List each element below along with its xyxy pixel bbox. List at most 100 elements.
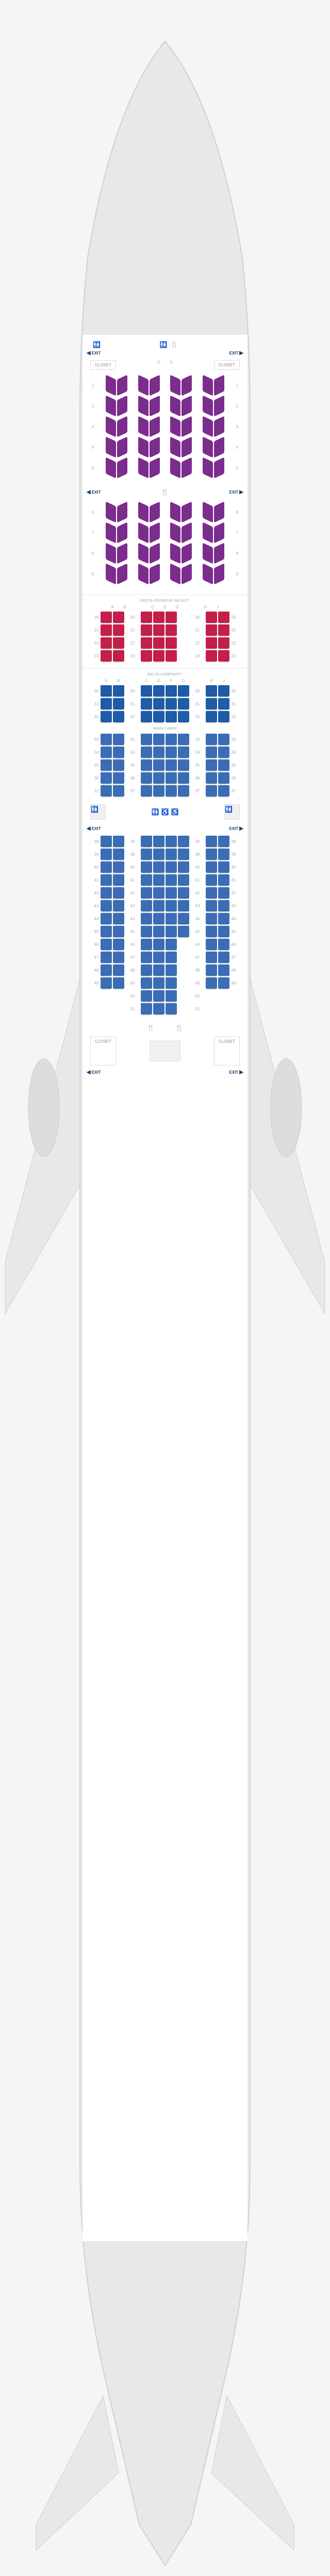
seat[interactable]: [113, 685, 124, 697]
seat[interactable]: [117, 395, 127, 416]
seat[interactable]: [153, 624, 164, 636]
seat[interactable]: [153, 759, 164, 771]
seat[interactable]: [170, 563, 180, 584]
seat[interactable]: [182, 501, 192, 522]
seat[interactable]: [113, 624, 124, 636]
seat[interactable]: [170, 522, 180, 543]
seat[interactable]: [113, 900, 124, 911]
seat[interactable]: [101, 612, 112, 623]
seat[interactable]: [166, 913, 177, 924]
seat[interactable]: [166, 990, 177, 1002]
seat[interactable]: [113, 747, 124, 758]
seat[interactable]: [214, 563, 224, 584]
seat[interactable]: [138, 375, 148, 396]
seat[interactable]: [153, 785, 164, 796]
seat[interactable]: [117, 501, 127, 522]
seat[interactable]: [206, 836, 217, 847]
seat[interactable]: [218, 939, 229, 950]
seat[interactable]: [166, 711, 177, 722]
seat[interactable]: [214, 375, 224, 396]
seat[interactable]: [203, 563, 213, 584]
seat[interactable]: [166, 900, 177, 911]
seat[interactable]: [141, 964, 152, 976]
seat[interactable]: [150, 522, 160, 543]
seat[interactable]: [170, 375, 180, 396]
seat[interactable]: [206, 939, 217, 950]
seat[interactable]: [203, 522, 213, 543]
seat[interactable]: [178, 785, 189, 796]
seat[interactable]: [153, 836, 164, 847]
seat[interactable]: [113, 913, 124, 924]
seat[interactable]: [178, 836, 189, 847]
seat[interactable]: [206, 624, 217, 636]
seat[interactable]: [218, 650, 229, 662]
seat[interactable]: [218, 836, 229, 847]
seat[interactable]: [206, 874, 217, 886]
seat[interactable]: [106, 501, 116, 522]
seat[interactable]: [166, 952, 177, 963]
seat[interactable]: [178, 887, 189, 899]
seat[interactable]: [113, 650, 124, 662]
seat[interactable]: [182, 395, 192, 416]
seat[interactable]: [141, 650, 152, 662]
seat[interactable]: [182, 457, 192, 478]
seat[interactable]: [106, 543, 116, 564]
seat[interactable]: [214, 543, 224, 564]
seat[interactable]: [182, 563, 192, 584]
seat[interactable]: [206, 759, 217, 771]
seat[interactable]: [101, 759, 112, 771]
seat[interactable]: [101, 964, 112, 976]
seat[interactable]: [153, 990, 164, 1002]
seat[interactable]: [101, 650, 112, 662]
seat[interactable]: [182, 543, 192, 564]
seat[interactable]: [141, 772, 152, 784]
seat[interactable]: [206, 612, 217, 623]
seat[interactable]: [218, 887, 229, 899]
seat[interactable]: [141, 887, 152, 899]
seat[interactable]: [166, 887, 177, 899]
seat[interactable]: [218, 759, 229, 771]
seat[interactable]: [166, 849, 177, 860]
seat[interactable]: [101, 772, 112, 784]
seat[interactable]: [214, 522, 224, 543]
seat[interactable]: [141, 637, 152, 649]
seat[interactable]: [141, 913, 152, 924]
seat[interactable]: [113, 698, 124, 709]
seat[interactable]: [150, 457, 160, 478]
seat[interactable]: [218, 926, 229, 937]
seat[interactable]: [113, 977, 124, 989]
seat[interactable]: [203, 543, 213, 564]
seat[interactable]: [214, 457, 224, 478]
seat[interactable]: [153, 887, 164, 899]
seat[interactable]: [117, 436, 127, 457]
seat[interactable]: [101, 637, 112, 649]
seat[interactable]: [178, 861, 189, 873]
seat[interactable]: [203, 375, 213, 396]
seat[interactable]: [113, 926, 124, 937]
seat[interactable]: [101, 734, 112, 745]
seat[interactable]: [153, 900, 164, 911]
seat[interactable]: [206, 913, 217, 924]
seat[interactable]: [150, 395, 160, 416]
seat[interactable]: [101, 900, 112, 911]
seat[interactable]: [178, 926, 189, 937]
seat[interactable]: [206, 861, 217, 873]
seat[interactable]: [153, 772, 164, 784]
seat[interactable]: [138, 416, 148, 437]
seat[interactable]: [170, 457, 180, 478]
seat[interactable]: [206, 952, 217, 963]
seat[interactable]: [117, 543, 127, 564]
seat[interactable]: [218, 964, 229, 976]
seat[interactable]: [138, 436, 148, 457]
seat[interactable]: [206, 711, 217, 722]
seat[interactable]: [178, 747, 189, 758]
seat[interactable]: [218, 900, 229, 911]
seat[interactable]: [218, 698, 229, 709]
seat[interactable]: [141, 624, 152, 636]
seat[interactable]: [178, 900, 189, 911]
seat[interactable]: [203, 436, 213, 457]
seat[interactable]: [166, 939, 177, 950]
seat[interactable]: [153, 685, 164, 697]
seat[interactable]: [214, 416, 224, 437]
seat[interactable]: [141, 939, 152, 950]
